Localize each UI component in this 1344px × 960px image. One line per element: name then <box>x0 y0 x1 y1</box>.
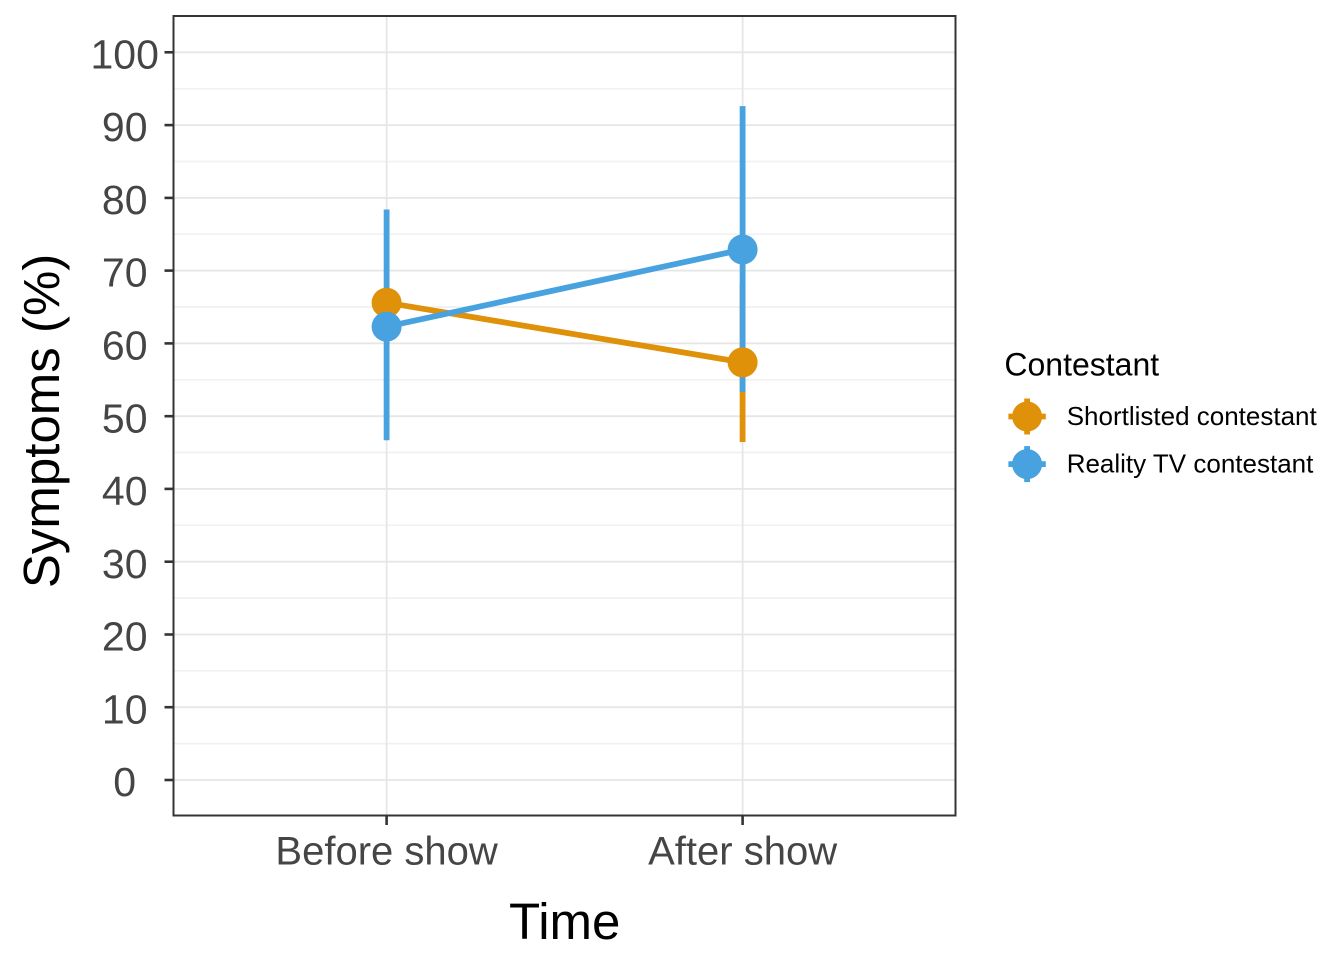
svg-text:90: 90 <box>102 104 148 150</box>
svg-text:30: 30 <box>102 541 148 587</box>
svg-text:20: 20 <box>102 614 148 660</box>
svg-text:100: 100 <box>90 31 158 77</box>
svg-text:After show: After show <box>648 830 837 874</box>
svg-text:50: 50 <box>102 395 148 441</box>
svg-text:80: 80 <box>102 177 148 223</box>
svg-text:Reality TV contestant: Reality TV contestant <box>1067 448 1314 478</box>
svg-text:40: 40 <box>102 468 148 514</box>
svg-text:Before show: Before show <box>275 830 497 874</box>
svg-text:Symptoms (%): Symptoms (%) <box>13 254 70 588</box>
svg-text:70: 70 <box>102 250 148 296</box>
svg-text:60: 60 <box>102 323 148 369</box>
svg-text:Contestant: Contestant <box>1004 347 1159 383</box>
svg-text:0: 0 <box>113 759 136 805</box>
svg-text:Time: Time <box>509 893 620 950</box>
svg-text:Shortlisted contestant: Shortlisted contestant <box>1067 401 1318 431</box>
svg-text:10: 10 <box>102 686 148 732</box>
